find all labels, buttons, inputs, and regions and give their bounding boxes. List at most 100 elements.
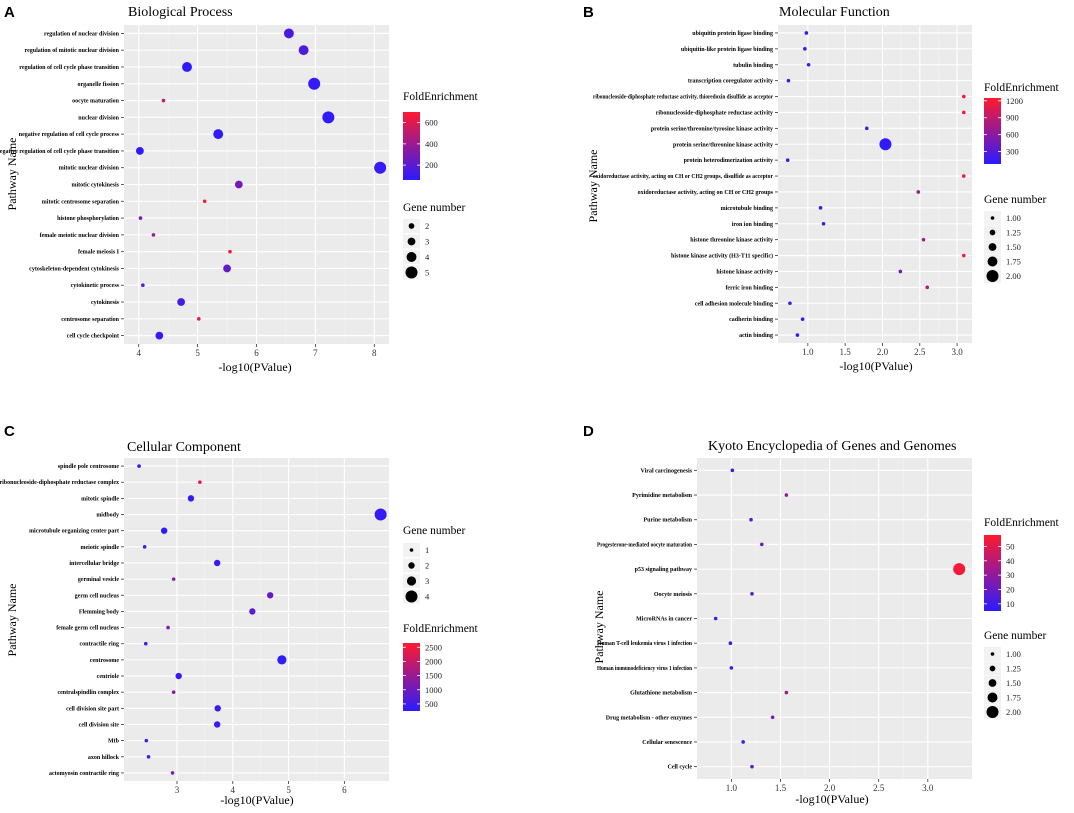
data-point (921, 237, 926, 242)
data-point (916, 190, 921, 194)
size-legend-label: 2 (425, 561, 429, 571)
size-legend-label: 3 (425, 237, 429, 247)
size-legend-label: 1.25 (1006, 228, 1021, 238)
pathway-label: ribonucleoside-diphosphate reductase act… (593, 95, 773, 101)
pathway-label: iron ion binding (732, 222, 773, 228)
data-point (804, 31, 809, 35)
x-tick-label: 3 (175, 785, 180, 795)
panel-letter-c: C (4, 423, 15, 440)
x-tick-label: 3.0 (922, 783, 934, 793)
pathway-label: tubulin binding (733, 63, 773, 69)
data-point (142, 545, 147, 549)
colorbar-label: 10 (1006, 599, 1015, 609)
data-point (728, 641, 733, 645)
panel-letter-b: B (583, 4, 594, 21)
panel-letter-a: A (4, 4, 15, 21)
data-point (187, 495, 195, 502)
pathway-label: Cellular senescence (642, 740, 692, 746)
x-tick-label: 1.0 (802, 347, 814, 357)
pathway-label: actin binding (739, 333, 773, 339)
colorbar-label: 900 (1006, 113, 1019, 123)
data-point (283, 28, 294, 39)
size-legend-dot (986, 270, 999, 282)
data-point (160, 527, 168, 534)
pathway-label: Oocyte meiosis (654, 592, 693, 598)
x-tick-label: 8 (372, 348, 377, 358)
colorbar (403, 112, 420, 180)
size-legend-label: 4 (425, 592, 430, 602)
data-point (760, 542, 764, 547)
data-point (170, 771, 175, 775)
pathway-label: oxidoreductase activity, acting on CH or… (638, 190, 774, 196)
x-tick-label: 2.5 (873, 783, 885, 793)
size-legend-dot (409, 548, 414, 552)
pathway-label: Glutathione metabolism (630, 691, 692, 697)
pathway-label: protein serine/threonine kinase activity (673, 142, 773, 148)
x-tick-label: 5 (286, 785, 291, 795)
data-point (961, 94, 966, 99)
data-point (785, 158, 790, 162)
x-tick-label: 5 (195, 348, 200, 358)
pathway-label: Flemming body (79, 609, 119, 615)
pathway-label: oocyte maturation (72, 99, 119, 105)
x-tick-label: 2.0 (824, 783, 836, 793)
data-point (322, 111, 335, 124)
data-point (138, 216, 143, 220)
data-point (136, 147, 144, 155)
pathway-label: ubiquitin protein ligase binding (692, 31, 773, 37)
pathway-label: negative regulation of cell cycle phase … (0, 149, 120, 155)
pathway-label: spindle pole centrosome (58, 464, 120, 470)
pathway-label: Viral carcinogenesis (641, 468, 693, 474)
pathway-label: Human T-cell leukemia virus 1 infection (597, 641, 693, 647)
fold-legend-title-c: FoldEnrichment (403, 623, 479, 635)
fold-legend-title-d: FoldEnrichment (984, 517, 1060, 529)
pathway-label: negative regulation of cell cycle proces… (19, 132, 120, 138)
data-point (213, 559, 221, 567)
data-point (374, 508, 387, 521)
pathway-label: Cell cycle (668, 765, 693, 771)
size-legend-label: 3 (425, 576, 429, 586)
pathway-label: Mtb (108, 739, 120, 745)
size-legend-dot (406, 252, 417, 262)
data-point (961, 253, 966, 258)
data-point (171, 690, 176, 694)
size-legend-dot (990, 216, 995, 220)
data-point (298, 45, 309, 56)
pathway-label: histone threonine kinase activity (690, 238, 773, 244)
data-point (155, 331, 164, 340)
data-point (308, 77, 321, 90)
pathway-label: centralspindlin complex (57, 690, 119, 696)
plot-background (124, 458, 389, 781)
data-point (277, 655, 287, 665)
pathway-label: ribonucleoside-diphosphate reductase com… (0, 480, 119, 486)
pathway-label: oxidoreductase activity, acting on CH or… (593, 174, 773, 180)
data-point (213, 129, 224, 140)
data-point (961, 174, 966, 178)
pathway-label: actomyosin contractile ring (49, 771, 119, 777)
colorbar-label: 1200 (1006, 96, 1023, 106)
size-legend-dot (405, 266, 418, 279)
data-point (143, 641, 148, 646)
pathway-label: mitotic cytokinesis (72, 183, 120, 189)
colorbar-label: 2000 (425, 656, 442, 666)
size-legend-dot (406, 576, 417, 586)
data-point (953, 563, 966, 576)
pathway-label: germinal vesicle (78, 577, 119, 583)
data-point (821, 221, 826, 226)
data-point (750, 592, 754, 596)
panel-title-d: Kyoto Encyclopedia of Genes and Genomes (708, 439, 956, 454)
gene-legend-title-c: Gene number (403, 525, 465, 537)
y-axis-title-b: Pathway Name (586, 150, 600, 223)
pathway-label: ubiquitin-like protein ligase binding (681, 47, 773, 53)
colorbar (403, 643, 420, 711)
size-legend-label: 1.00 (1006, 213, 1021, 223)
colorbar (984, 98, 1001, 164)
panel-kegg: D Kyoto Encyclopedia of Genes and Genome… (583, 423, 1060, 806)
data-point (741, 740, 745, 744)
data-point (784, 690, 789, 695)
pathway-label: microtubule binding (721, 206, 773, 212)
panel-biological-process: A Biological Process Pathway Name -log10… (0, 4, 479, 374)
pathway-label: midbody (96, 513, 119, 519)
size-legend-dot (986, 706, 999, 718)
gene-legend-title-d: Gene number (984, 630, 1046, 642)
